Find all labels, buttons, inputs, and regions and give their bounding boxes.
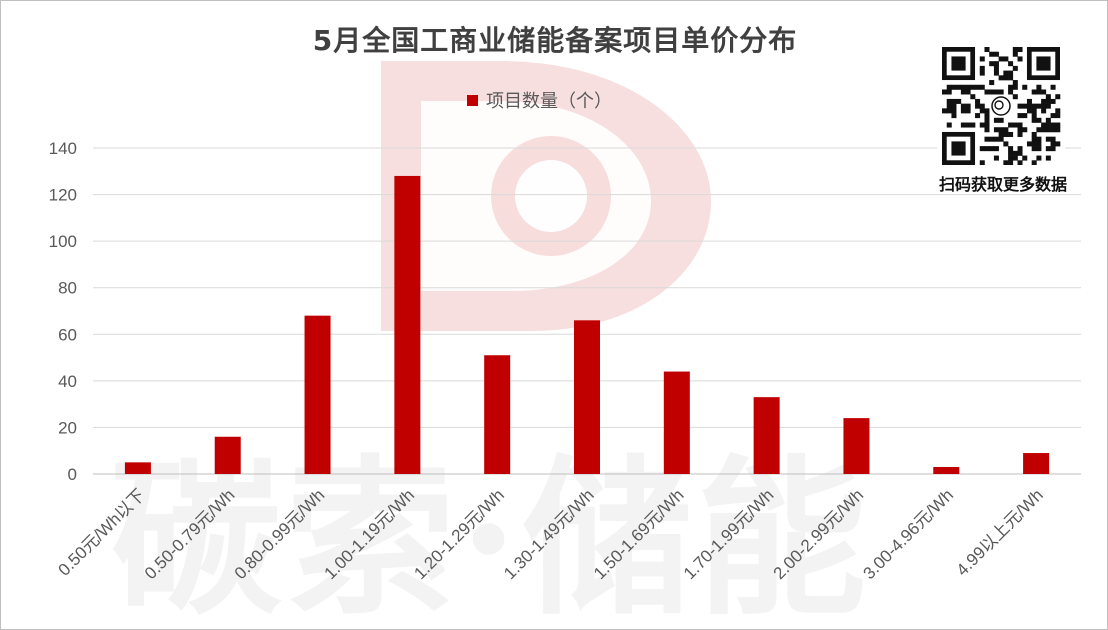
y-tick-label: 100 [49,232,77,251]
chart-title: 5月全国工商业储能备案项目单价分布 [312,24,798,57]
bar [394,175,421,474]
x-tick-label: 3.00-4.96元/Wh [859,485,957,583]
bar [304,315,331,474]
bar [933,467,960,474]
qr-code-icon [937,47,1065,165]
y-tick-label: 40 [58,372,77,391]
bar [843,418,870,474]
chart-legend: 项目数量（个） [467,87,612,113]
legend-label: 项目数量（个） [486,91,612,112]
y-tick-label: 0 [68,465,77,484]
x-tick-label: 0.50元/Wh以下 [54,485,148,579]
x-tick-label: 0.50-0.79元/Wh [141,485,239,583]
bar [574,320,600,474]
bar [753,397,780,474]
y-tick-label: 120 [49,186,77,205]
bar [214,436,241,474]
bar [663,371,690,474]
y-tick-label: 20 [58,418,77,437]
y-tick-label: 80 [58,279,77,298]
legend-swatch [467,94,478,106]
qr-caption: 扫码获取更多数据 [938,175,1067,194]
x-tick-label: 1.00-1.19元/Wh [321,485,419,583]
x-tick-label: 1.30-1.49元/Wh [500,485,598,583]
bar [1023,453,1050,474]
y-tick-label: 60 [58,325,77,344]
x-tick-label: 1.70-1.99元/Wh [680,485,778,583]
x-tick-label: 4.99以上元/Wh [953,485,1047,579]
x-tick-label: 2.00-2.99元/Wh [770,485,868,583]
bar [124,462,151,474]
bar [484,355,511,474]
x-tick-label: 1.20-1.29元/Wh [410,485,508,583]
x-tick-label: 1.50-1.69元/Wh [590,485,688,583]
y-tick-label: 140 [49,139,77,158]
x-tick-label: 0.80-0.99元/Wh [231,485,329,583]
